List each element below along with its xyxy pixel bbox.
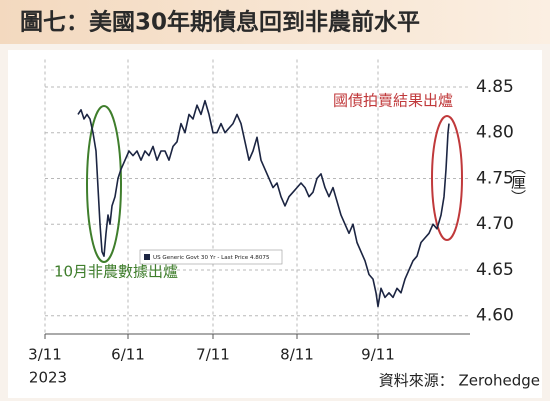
- y-tick-label: 4.85: [476, 77, 514, 97]
- highlight-ellipse: [431, 115, 463, 241]
- x-tick-label: 6/11: [111, 346, 145, 364]
- x-tick-label: 9/11: [361, 346, 395, 364]
- x-tick-label: 8/11: [280, 346, 314, 364]
- source: 資料來源： Zerohedge: [379, 372, 540, 390]
- legend-box: [139, 249, 283, 265]
- y-tick-label: 4.75: [476, 168, 514, 188]
- legend-label: US Generic Govt 30 Yr - Last Price 4.807…: [153, 255, 270, 261]
- y-tick-label: 4.60: [476, 306, 514, 326]
- legend-swatch: [144, 254, 150, 260]
- series-line: [77, 99, 450, 308]
- x-tick-label: 3/11: [28, 346, 62, 364]
- annotation: 10月非農數據出爐: [54, 263, 178, 281]
- highlight-ellipse: [86, 105, 122, 263]
- y-tick-label: 4.70: [476, 214, 514, 234]
- x-tick-label: 7/11: [196, 346, 230, 364]
- year-label: 2023: [29, 369, 67, 387]
- title-band: [0, 0, 550, 44]
- y-tick-label: 4.65: [476, 260, 514, 280]
- annotation: 國債拍賣結果出爐: [333, 92, 453, 110]
- y-tick-label: 4.80: [476, 123, 514, 143]
- chart-title: 圖七：美國30年期債息回到非農前水平: [20, 9, 420, 36]
- y-axis-unit: ︵厘︶: [509, 160, 527, 205]
